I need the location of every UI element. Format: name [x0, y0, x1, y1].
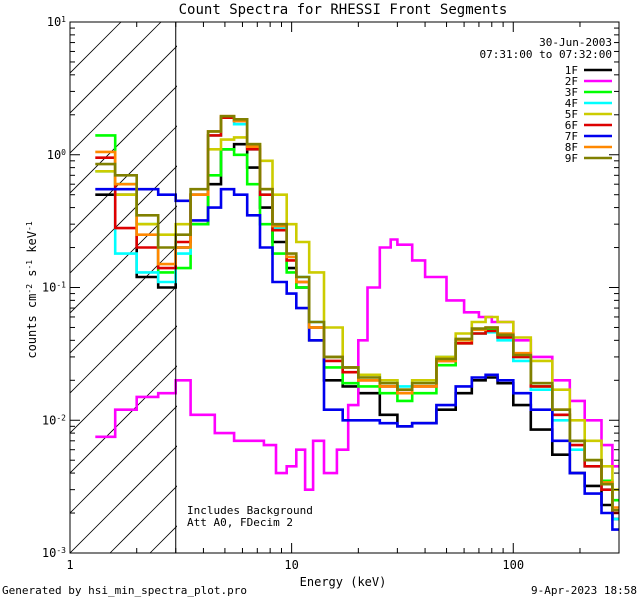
footer-timestamp: 9-Apr-2023 18:58	[531, 584, 637, 597]
hatch-line	[70, 405, 177, 514]
legend-label-2F: 2F	[565, 75, 578, 88]
hatch-line	[70, 445, 177, 553]
footer-generated-by: Generated by hsi_min_spectra_plot.pro	[2, 584, 247, 597]
series-line-6F	[95, 116, 619, 515]
series-line-7F	[95, 187, 619, 531]
y-label-exp-3: -1	[25, 221, 34, 231]
hatched-region	[70, 22, 640, 553]
annotation-background: Includes Background	[187, 504, 313, 517]
y-label-exp-2: -1	[25, 260, 34, 270]
series-line-3F	[95, 134, 619, 502]
legend-label-7F: 7F	[565, 130, 578, 143]
x-tick-label: 100	[502, 558, 524, 572]
chart-title: Count Spectra for RHESSI Front Segments	[179, 2, 508, 18]
legend-date: 30-Jun-2003	[539, 36, 612, 49]
legend-time-range: 07:31:00 to 07:32:00	[480, 48, 612, 61]
x-axis-label: Energy (keV)	[300, 575, 387, 589]
hatch-line	[70, 245, 177, 354]
annotation-attenuator: Att A0, FDecim 2	[187, 516, 293, 529]
series-line-4F	[95, 116, 619, 521]
y-label-part-3: keV	[25, 231, 39, 260]
series-line-5F	[95, 136, 619, 491]
legend-label-3F: 3F	[565, 86, 578, 99]
hatch-line	[310, 22, 640, 553]
legend-label-8F: 8F	[565, 141, 578, 154]
y-tick-label: 10-2	[42, 413, 66, 428]
legend-label-9F: 9F	[565, 152, 578, 165]
y-tick-label: 10-1	[42, 280, 66, 295]
y-tick-label: 10-3	[42, 546, 66, 561]
hatch-line	[70, 85, 177, 194]
x-tick-label: 1	[66, 558, 73, 572]
hatch-line	[70, 22, 162, 114]
y-tick-label: 101	[47, 15, 66, 30]
hatch-line	[430, 22, 640, 553]
legend-label-4F: 4F	[565, 97, 578, 110]
y-label-part-2: s	[25, 270, 39, 284]
legend-label-6F: 6F	[565, 119, 578, 132]
hatch-line	[350, 22, 640, 553]
series-line-1F	[95, 142, 619, 521]
legend-label-1F: 1F	[565, 64, 578, 77]
plot-frame	[69, 21, 620, 554]
x-tick-label: 10	[284, 558, 298, 572]
y-label-part-1: counts cm	[25, 294, 39, 359]
hatch-line	[550, 22, 640, 553]
y-axis-label: counts cm-2 s-1 keV-1	[25, 221, 40, 358]
legend-label-5F: 5F	[565, 108, 578, 121]
y-tick-label: 100	[47, 147, 66, 162]
hatch-line	[70, 205, 177, 314]
series-line-2F	[95, 238, 619, 491]
series-line-9F	[95, 114, 619, 512]
hatch-line	[70, 45, 177, 154]
y-label-exp-1: -2	[25, 284, 34, 294]
hatch-line	[70, 365, 177, 474]
